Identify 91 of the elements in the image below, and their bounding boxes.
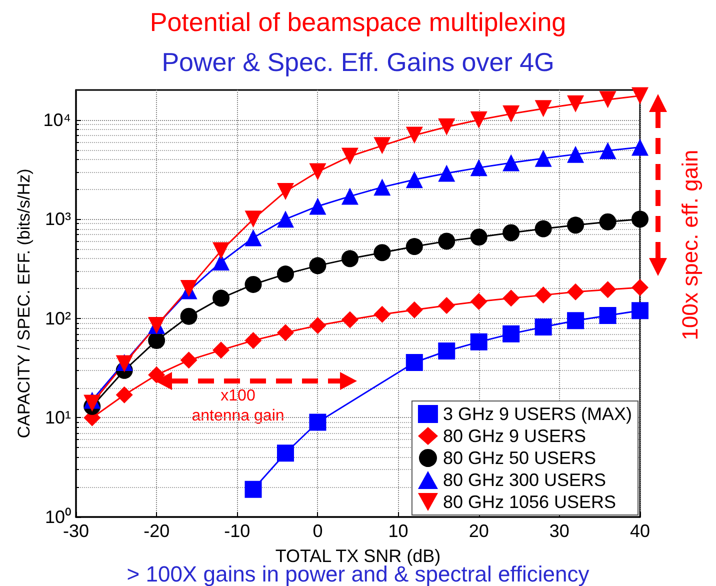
point <box>212 290 230 307</box>
point <box>470 293 488 310</box>
point <box>534 100 552 118</box>
point <box>212 242 230 260</box>
legend-label: 80 GHz 9 USERS <box>442 426 586 446</box>
x-tick-label: -10 <box>224 521 250 541</box>
point <box>244 210 262 228</box>
legend-label: 80 GHz 1056 USERS <box>442 492 616 512</box>
point <box>632 210 648 228</box>
legend-label: 80 GHz 300 USERS <box>442 470 606 490</box>
y-tick-label: 10² <box>44 308 72 328</box>
point <box>567 146 584 163</box>
point <box>567 312 584 330</box>
point <box>438 118 456 136</box>
point <box>632 278 648 296</box>
chart-title: Potential of beamspace multiplexing <box>150 7 566 37</box>
point <box>502 105 520 122</box>
point <box>244 276 262 293</box>
point <box>534 150 552 167</box>
point <box>599 281 616 298</box>
point <box>309 414 326 431</box>
point <box>309 316 326 334</box>
point <box>567 283 584 300</box>
point <box>277 266 294 283</box>
legend-label: 80 GHz 50 USERS <box>442 448 596 468</box>
point <box>116 386 133 404</box>
point <box>567 216 584 234</box>
point <box>309 163 326 180</box>
point <box>438 232 456 250</box>
point <box>276 210 294 228</box>
point <box>406 126 423 144</box>
point <box>470 228 488 246</box>
point <box>534 318 552 336</box>
y-tick-label: 10¹ <box>44 408 72 428</box>
point <box>470 333 488 350</box>
chart-subtitle: Power & Spec. Eff. Gains over 4G <box>162 47 554 77</box>
x-tick-label: -20 <box>144 521 170 541</box>
point <box>502 154 520 172</box>
x-tick-label: 0 <box>312 521 323 541</box>
point <box>374 244 391 262</box>
point <box>276 182 294 200</box>
y-tick-label: 10⁴ <box>43 110 71 130</box>
point <box>341 250 358 268</box>
point <box>276 324 294 342</box>
point <box>276 444 294 462</box>
point <box>632 87 648 104</box>
point <box>599 91 616 108</box>
point <box>374 178 391 196</box>
point <box>180 352 198 369</box>
point <box>438 297 456 314</box>
x-tick-label: 30 <box>549 521 570 541</box>
point <box>341 148 358 165</box>
x-tick-label: 20 <box>468 521 489 541</box>
point <box>341 311 358 328</box>
point <box>406 238 423 256</box>
point <box>502 224 520 242</box>
point <box>599 142 616 160</box>
point <box>309 257 326 274</box>
point <box>84 394 101 412</box>
point <box>244 332 262 349</box>
point <box>406 301 423 318</box>
point <box>438 342 456 360</box>
point <box>502 290 520 307</box>
point <box>406 171 423 188</box>
point <box>341 188 358 205</box>
point <box>470 159 488 176</box>
point <box>244 229 262 246</box>
point <box>148 366 166 384</box>
y-axis-title: CAPACITY / SPEC. EFF. (bits/s/Hz) <box>14 168 34 438</box>
point <box>534 220 552 238</box>
legend-label: 3 GHz 9 USERS (MAX) <box>442 404 632 424</box>
point <box>599 307 616 324</box>
point <box>212 342 230 359</box>
point <box>502 325 520 342</box>
point <box>374 137 391 154</box>
point <box>180 308 198 325</box>
point <box>438 164 456 182</box>
point <box>632 138 648 156</box>
point <box>470 111 488 128</box>
x-tick-label: 10 <box>388 521 408 541</box>
point <box>567 95 584 112</box>
text: 100x spec. eff. gain <box>678 150 702 340</box>
y-tick-label: 10³ <box>44 209 72 230</box>
x-tick-label: 40 <box>630 521 650 541</box>
point <box>406 354 423 371</box>
point <box>309 198 326 215</box>
point <box>534 286 552 304</box>
point <box>244 480 262 498</box>
point <box>599 213 616 230</box>
point <box>632 302 648 320</box>
point <box>374 306 391 323</box>
